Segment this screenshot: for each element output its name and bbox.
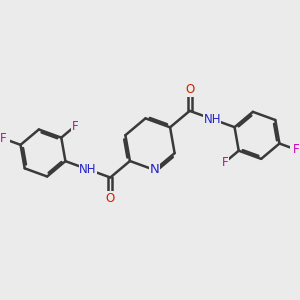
- Text: NH: NH: [203, 112, 221, 125]
- Text: F: F: [72, 119, 78, 133]
- Text: F: F: [0, 132, 7, 145]
- Text: O: O: [185, 83, 194, 96]
- Text: N: N: [150, 164, 159, 176]
- Text: NH: NH: [79, 163, 97, 176]
- Text: O: O: [106, 192, 115, 205]
- Text: F: F: [293, 143, 300, 156]
- Text: F: F: [222, 156, 228, 169]
